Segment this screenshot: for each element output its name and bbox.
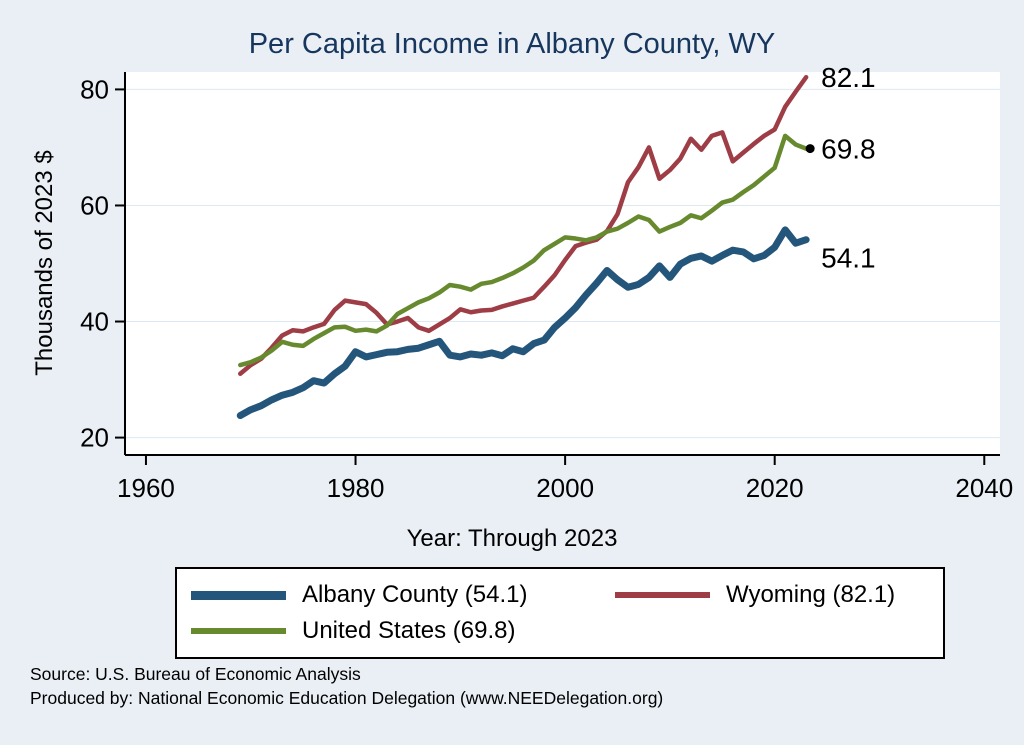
footer: Source: U.S. Bureau of Economic Analysis… (30, 662, 663, 710)
x-tick-label: 2000 (536, 473, 594, 503)
x-tick-label: 2020 (746, 473, 804, 503)
end-value-label-albany-county: 54.1 (821, 243, 876, 274)
series-line-wyoming (238, 74, 809, 377)
legend-label-wyoming: Wyoming (82.1) (726, 581, 896, 608)
legend-label-albany-county: Albany County (54.1) (302, 581, 528, 608)
x-tick-label: 2040 (955, 473, 1013, 503)
y-tick-label: 80 (80, 74, 109, 104)
x-axis-title: Year: Through 2023 (406, 525, 618, 552)
legend-item-united-states: United States (69.8) (191, 617, 560, 645)
end-value-label-united-states: 69.8 (821, 134, 876, 165)
x-tick-label: 1960 (117, 473, 175, 503)
produced-note: Produced by: National Economic Education… (30, 688, 664, 709)
y-tick-label: 20 (80, 423, 109, 453)
series-line-albany-county (236, 226, 810, 420)
y-tick-label: 60 (80, 190, 109, 220)
x-tick-label: 1980 (327, 473, 385, 503)
series-line-united-states (238, 133, 809, 368)
legend-item-albany-county: Albany County (54.1) (191, 581, 560, 609)
legend-swatch-united-states (191, 628, 286, 634)
legend-swatch-wyoming (615, 592, 710, 598)
y-tick-label: 40 (80, 307, 109, 337)
legend-swatch-albany-county (191, 590, 286, 600)
end-marker (805, 144, 815, 154)
source-note: Source: U.S. Bureau of Economic Analysis (30, 664, 361, 684)
chart-title: Per Capita Income in Albany County, WY (248, 28, 776, 60)
end-value-label-wyoming: 82.1 (821, 62, 876, 93)
legend: Albany County (54.1) Wyoming (82.1) United… (175, 567, 945, 659)
legend-label-united-states: United States (69.8) (302, 617, 516, 644)
legend-item-wyoming: Wyoming (82.1) (560, 581, 929, 609)
